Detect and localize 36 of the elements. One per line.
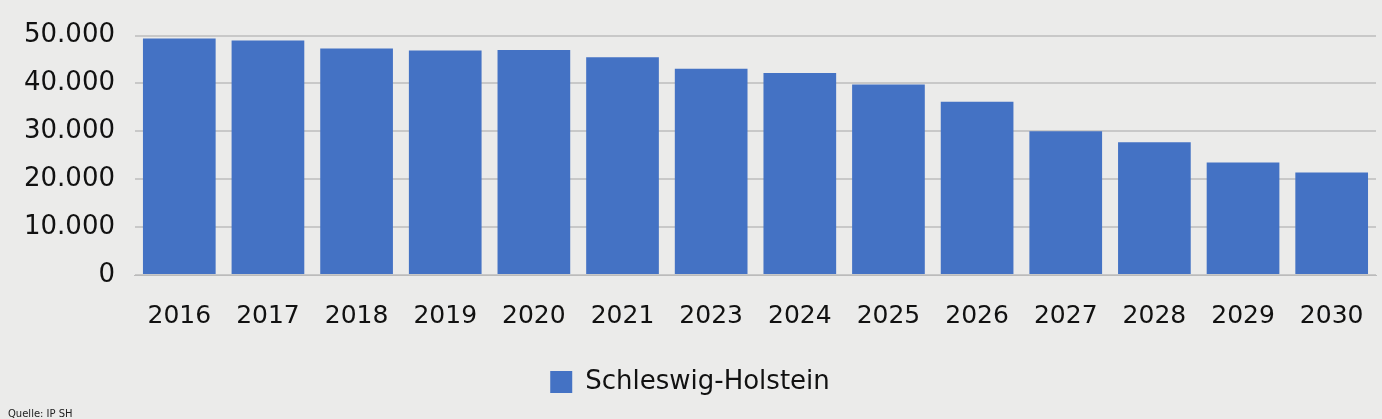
bar xyxy=(586,57,659,274)
y-tick-label: 0 xyxy=(98,257,115,288)
bar xyxy=(320,48,393,274)
x-tick-label: 2029 xyxy=(1211,299,1275,329)
x-tick-label: 2019 xyxy=(413,299,478,329)
x-tick-label: 2027 xyxy=(1033,299,1098,329)
bar xyxy=(408,50,482,274)
y-tick-label: 40.000 xyxy=(23,66,115,97)
y-tick-label: 20.000 xyxy=(23,161,115,192)
y-tick-label: 30.000 xyxy=(23,114,115,145)
x-tick-label: 2016 xyxy=(147,299,212,329)
x-tick-label: 2020 xyxy=(502,299,566,329)
bar xyxy=(1206,162,1280,274)
bar xyxy=(852,84,925,274)
x-tick-label: 2018 xyxy=(324,299,389,329)
x-tick-label: 2023 xyxy=(679,299,743,329)
bar xyxy=(763,72,837,274)
x-tick-label: 2026 xyxy=(945,299,1009,329)
y-tick-label: 50.000 xyxy=(23,18,115,49)
x-tick-label: 2021 xyxy=(590,299,655,329)
bar xyxy=(674,68,748,274)
x-tick-label: 2030 xyxy=(1299,299,1364,329)
x-tick-label: 2028 xyxy=(1122,299,1187,329)
x-tick-label: 2017 xyxy=(236,299,300,329)
bar xyxy=(1118,142,1191,274)
source-note: Quelle: IP SH xyxy=(8,408,73,419)
bar xyxy=(497,49,571,274)
bar xyxy=(231,40,305,274)
bar xyxy=(940,101,1014,274)
x-tick-label: 2024 xyxy=(768,299,832,329)
x-tick-label: 2025 xyxy=(856,299,921,329)
bar xyxy=(142,38,216,274)
legend-label: Schleswig-Holstein xyxy=(585,364,830,395)
bar xyxy=(1029,131,1103,274)
bar xyxy=(1295,172,1369,274)
y-tick-label: 10.000 xyxy=(23,209,115,240)
